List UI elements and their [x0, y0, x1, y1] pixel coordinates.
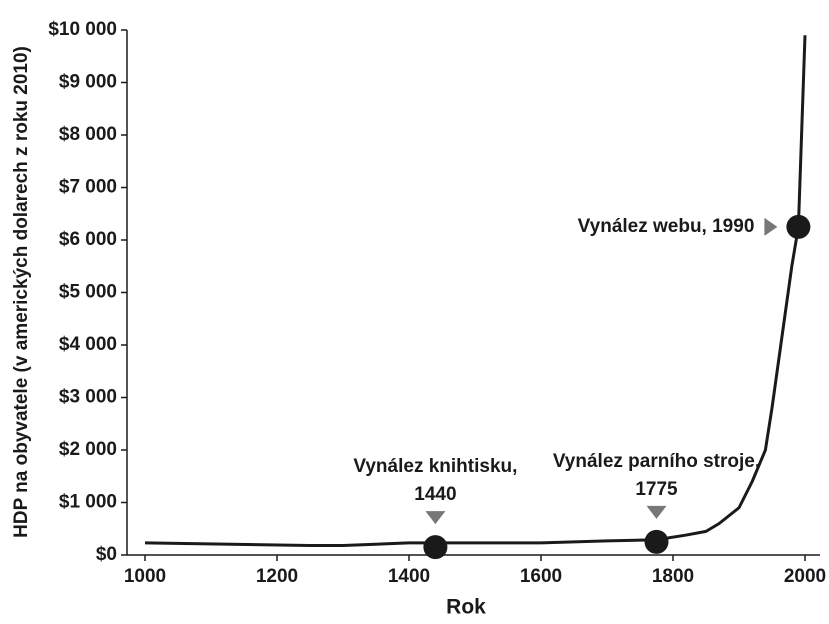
- arrow: [425, 511, 446, 525]
- arrow: [646, 505, 667, 519]
- x-axis-title: Rok: [446, 596, 486, 619]
- y-tick-label: $5 000: [59, 282, 117, 303]
- x-tick-label: 1600: [520, 566, 562, 587]
- y-tick-label: $1 000: [59, 492, 117, 513]
- marker: [644, 529, 669, 554]
- x-tick-label: 1800: [652, 566, 694, 587]
- y-tick-label: $2 000: [59, 439, 117, 460]
- y-tick-label: $9 000: [59, 72, 117, 93]
- y-tick-label: $10 000: [48, 19, 117, 40]
- y-tick-label: $8 000: [59, 124, 117, 145]
- y-tick-label: $6 000: [59, 229, 117, 250]
- line: [144, 35, 807, 548]
- y-tick-label: $4 000: [59, 334, 117, 355]
- arrow: [764, 217, 778, 236]
- x-tick-label: 2000: [784, 566, 826, 587]
- x-tick-label: 1000: [124, 566, 166, 587]
- y-tick-label: $7 000: [59, 177, 117, 198]
- annotation: Vynález parního stroje,: [553, 451, 760, 472]
- annotation: Vynález webu, 1990: [578, 216, 755, 237]
- y-tick-label: $3 000: [59, 387, 117, 408]
- y-axis-title: HDP na obyvatele (v amerických dolarech …: [11, 46, 32, 538]
- annotation: 1775: [635, 479, 678, 500]
- x-tick-label: 1400: [388, 566, 430, 587]
- annotation: 1440: [414, 484, 456, 505]
- marker: [786, 214, 811, 239]
- y-tick-label: $0: [96, 544, 117, 565]
- annotation: Vynález knihtisku,: [353, 456, 517, 477]
- x-tick-label: 1200: [256, 566, 298, 587]
- marker: [423, 535, 448, 560]
